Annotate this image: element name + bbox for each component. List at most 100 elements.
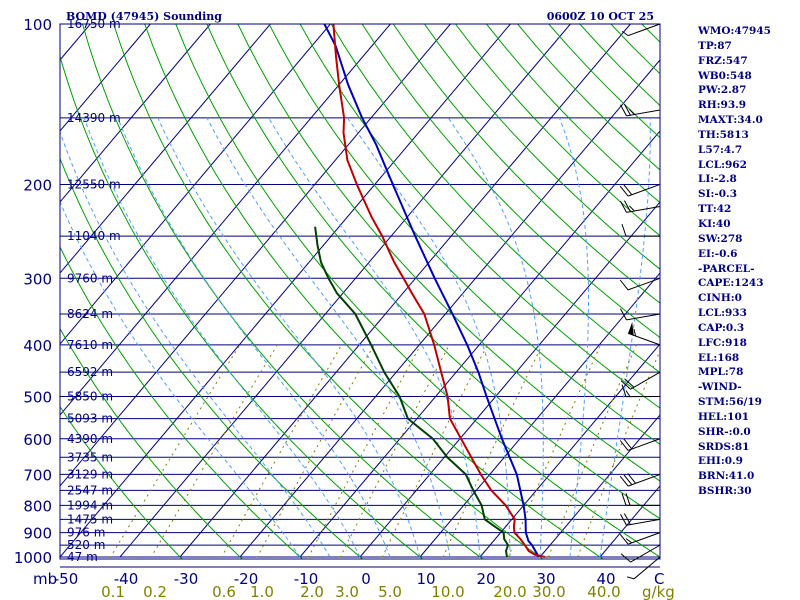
sounding-index: LI:-2.8 xyxy=(698,173,737,186)
sounding-profiles xyxy=(314,24,546,558)
pressure-tick-label: 1000 xyxy=(14,549,52,567)
moist-adiabat-30 xyxy=(447,117,544,558)
isotherm--30 xyxy=(179,24,631,558)
sounding-index: EHI:0.9 xyxy=(698,455,743,468)
mixing-ratio-label: 0.1 xyxy=(101,583,125,600)
valid-time: 0600Z 10 OCT 25 xyxy=(547,10,654,23)
pressure-tick-label: 200 xyxy=(23,176,52,194)
isotherm--70 xyxy=(60,24,391,416)
sounding-index: CINH:0 xyxy=(698,292,742,305)
mixing-ratio-unit-label: g/kg xyxy=(642,583,675,600)
pressure-tick-label: 600 xyxy=(23,431,52,449)
temperature-tick-label: -40 xyxy=(114,570,139,588)
plot-border xyxy=(59,23,661,560)
sounding-index: LCL:962 xyxy=(698,158,747,171)
isotherm--10 xyxy=(299,130,660,558)
sounding-index: KI:40 xyxy=(698,217,731,230)
sounding-index: EI:-0.6 xyxy=(698,247,738,260)
dry-adiabat-110 xyxy=(361,24,660,339)
sounding-index: TT:42 xyxy=(698,203,732,216)
wind-barb-shaft xyxy=(626,109,661,117)
wind-barb-feather xyxy=(626,576,635,580)
dry-adiabat-90 xyxy=(299,24,660,409)
sounding-index: -WIND- xyxy=(698,381,742,394)
temperature-tick-label: 40 xyxy=(596,570,615,588)
wind-barb-shaft xyxy=(627,532,661,545)
moist-adiabat-35 xyxy=(558,117,589,558)
sounding-index: SHR-:0.0 xyxy=(698,425,751,438)
dry-adiabat-120 xyxy=(392,24,660,304)
isotherm--100 xyxy=(60,24,211,203)
mixing-ratio-40 xyxy=(576,349,660,559)
sounding-index: MPL:78 xyxy=(698,366,744,379)
height-label: 1994 m xyxy=(67,498,113,512)
dewpoint-trace xyxy=(314,226,510,558)
height-label: 47 m xyxy=(67,550,98,564)
isotherm--20 xyxy=(239,59,660,558)
mixing-ratio-2 xyxy=(306,344,422,559)
wind-barb-shaft xyxy=(626,518,661,526)
height-label: 11040 m xyxy=(67,229,121,243)
wind-barb-shaft xyxy=(627,183,661,197)
mixing-ratio-label: 2.0 xyxy=(300,583,324,600)
sounding-index: CAPE:1243 xyxy=(698,277,764,290)
wind-barb-feather xyxy=(623,474,633,486)
sounding-index: STM:56/19 xyxy=(698,396,762,409)
dry-adiabat-80 xyxy=(268,24,660,445)
wind-barb-shaft xyxy=(626,313,661,321)
sounding-index: WB0:548 xyxy=(698,69,752,82)
mixing-ratio-5 xyxy=(380,344,488,559)
wind-barb-feather xyxy=(623,103,631,116)
pressure-unit-label: mb xyxy=(33,570,57,588)
wind-barb-feather xyxy=(619,533,629,545)
mixing-ratio-label: 3.0 xyxy=(335,583,359,600)
sounding-index: RH:93.9 xyxy=(698,99,747,112)
moist-adiabat-25 xyxy=(347,117,511,557)
height-label: 14390 m xyxy=(67,111,121,125)
wind-barb-shaft xyxy=(630,371,661,390)
height-label: 3129 m xyxy=(67,467,113,481)
height-label: 7610 m xyxy=(67,338,113,352)
temperature-tick-label: -30 xyxy=(174,570,199,588)
height-label: 520 m xyxy=(67,538,105,552)
sounding-index: BSHR:30 xyxy=(698,485,752,498)
dry-adiabat-10 xyxy=(60,54,424,559)
pressure-tick-label: 900 xyxy=(23,525,52,543)
mixing-ratio-label: 30.0 xyxy=(532,583,565,600)
station-title: BOMD (47945) Sounding xyxy=(66,10,222,23)
mixing-ratio-label: 1.0 xyxy=(250,583,274,600)
dry-adiabat-70 xyxy=(237,24,660,482)
sounding-index: -PARCEL- xyxy=(698,262,755,275)
wind-barb-shaft xyxy=(627,473,661,487)
moist-adiabat-20 xyxy=(268,117,481,558)
wind-barb-feather xyxy=(620,104,627,117)
pressure-tick-label: 400 xyxy=(23,337,52,355)
dry-adiabat-50 xyxy=(175,24,660,558)
sounding-index: LCL:933 xyxy=(698,307,747,320)
temperature-tick-label: 10 xyxy=(416,570,435,588)
isotherm-30 xyxy=(539,414,660,558)
wind-barb-shaft xyxy=(633,556,661,580)
sounding-indices: WMO:47945 TP:87 FRZ:547 WB0:548 PW:2.87 RH:93… xyxy=(698,24,771,499)
sounding-index: MAXT:34.0 xyxy=(698,114,763,127)
dry-adiabat-20 xyxy=(82,24,484,559)
sounding-index: L57:4.7 xyxy=(698,143,743,156)
wind-barb-feather xyxy=(621,493,627,506)
moist-adiabat-0 xyxy=(83,117,361,558)
wind-barb-feather xyxy=(621,30,629,37)
sounding-index: SW:278 xyxy=(698,232,743,245)
background-grid xyxy=(60,24,660,559)
wind-barb-feather xyxy=(629,205,635,212)
wind-barb-shaft xyxy=(627,332,661,346)
sounding-index: LFC:918 xyxy=(698,336,747,349)
sounding-index: FRZ:547 xyxy=(698,54,748,67)
height-label: 5093 m xyxy=(67,412,113,426)
temperature-tick-label: -20 xyxy=(234,570,259,588)
wind-barb-feather xyxy=(623,200,631,212)
isotherm-0 xyxy=(359,201,660,558)
isotherm--50 xyxy=(60,24,511,558)
mixing-ratio-1 xyxy=(255,344,375,559)
wind-barb-feather xyxy=(620,553,631,563)
